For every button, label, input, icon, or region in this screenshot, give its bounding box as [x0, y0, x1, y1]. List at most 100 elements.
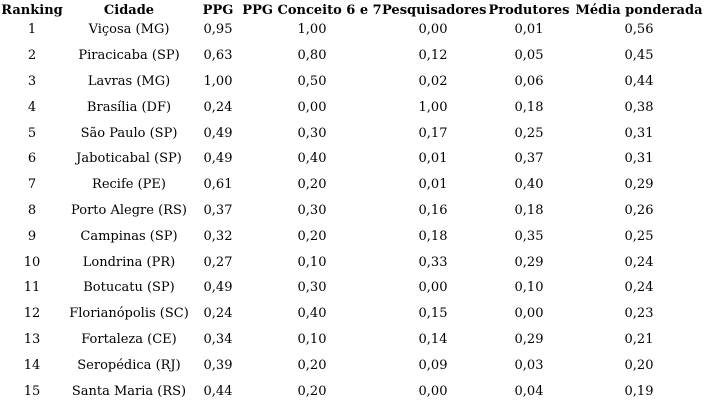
cell-cidade: Jaboticabal (SP): [76, 151, 182, 167]
cell-cidade: Porto Alegre (RS): [71, 202, 187, 218]
cell-ranking: 1: [27, 22, 37, 38]
cell-media-ponderada: 0,24: [624, 280, 654, 296]
cell-pesquisadores: 1,00: [418, 99, 448, 115]
table-row: 14 Seropédica (RJ) 0,39 0,20 0,09 0,03 0,20: [0, 352, 704, 378]
cell-ranking: 9: [27, 228, 37, 244]
cell-produtores: 0,40: [514, 177, 544, 193]
cell-pesquisadores: 0,17: [418, 125, 448, 141]
cell-cidade: Seropédica (RJ): [77, 357, 181, 373]
table-row: 6 Jaboticabal (SP) 0,49 0,40 0,01 0,37 0,31: [0, 146, 704, 172]
column-header-media-ponderada: Média ponderada: [575, 3, 703, 18]
cell-ppg-conceito-6-e-7: 0,10: [297, 331, 327, 347]
cell-ranking: 5: [27, 125, 37, 141]
cell-produtores: 0,35: [514, 228, 544, 244]
cell-media-ponderada: 0,31: [624, 125, 654, 141]
table-row: 1 Viçosa (MG) 0,95 1,00 0,00 0,01 0,56: [0, 17, 704, 43]
cell-produtores: 0,18: [514, 99, 544, 115]
cell-pesquisadores: 0,12: [418, 48, 448, 64]
cell-ranking: 14: [23, 357, 41, 373]
cell-media-ponderada: 0,24: [624, 254, 654, 270]
cell-media-ponderada: 0,29: [624, 177, 654, 193]
cell-pesquisadores: 0,14: [418, 331, 448, 347]
table-row: 5 São Paulo (SP) 0,49 0,30 0,17 0,25 0,31: [0, 120, 704, 146]
cell-media-ponderada: 0,20: [624, 357, 654, 373]
cell-cidade: Londrina (PR): [82, 254, 176, 270]
cell-produtores: 0,10: [514, 280, 544, 296]
cell-ppg: 0,27: [203, 254, 233, 270]
cell-ppg-conceito-6-e-7: 0,20: [297, 228, 327, 244]
cell-ppg-conceito-6-e-7: 0,50: [297, 73, 327, 89]
cell-pesquisadores: 0,01: [418, 177, 448, 193]
cell-produtores: 0,05: [514, 48, 544, 64]
cell-pesquisadores: 0,09: [418, 357, 448, 373]
cell-ppg-conceito-6-e-7: 0,30: [297, 280, 327, 296]
cell-ranking: 10: [23, 254, 41, 270]
cell-ppg: 0,34: [203, 331, 233, 347]
cell-ppg: 0,39: [203, 357, 233, 373]
cell-pesquisadores: 0,00: [418, 22, 448, 38]
table-row: 10 Londrina (PR) 0,27 0,10 0,33 0,29 0,24: [0, 249, 704, 275]
cell-ranking: 15: [23, 383, 41, 399]
cell-cidade: Lavras (MG): [87, 73, 171, 89]
cell-pesquisadores: 0,33: [418, 254, 448, 270]
column-header-ppg: PPG: [202, 3, 234, 18]
column-header-ppg-conceito-6-e-7: PPG Conceito 6 e 7: [242, 3, 382, 18]
cell-cidade: Santa Maria (RS): [71, 383, 187, 399]
column-header-pesquisadores: Pesquisadores: [382, 3, 487, 18]
cell-ranking: 12: [23, 306, 41, 322]
cell-ranking: 3: [27, 73, 37, 89]
column-header-cidade: Cidade: [103, 3, 155, 18]
cell-media-ponderada: 0,56: [624, 22, 654, 38]
table-row: 11 Botucatu (SP) 0,49 0,30 0,00 0,10 0,24: [0, 275, 704, 301]
cell-ppg: 0,44: [203, 383, 233, 399]
table-row: 4 Brasília (DF) 0,24 0,00 1,00 0,18 0,38: [0, 94, 704, 120]
cell-produtores: 0,04: [514, 383, 544, 399]
cell-media-ponderada: 0,26: [624, 202, 654, 218]
cell-produtores: 0,06: [514, 73, 544, 89]
cell-pesquisadores: 0,02: [418, 73, 448, 89]
cell-ppg: 0,37: [203, 202, 233, 218]
cell-media-ponderada: 0,25: [624, 228, 654, 244]
cell-produtores: 0,25: [514, 125, 544, 141]
cell-ppg-conceito-6-e-7: 0,20: [297, 177, 327, 193]
cell-ranking: 7: [27, 177, 37, 193]
cell-cidade: Brasília (DF): [86, 99, 172, 115]
cell-ppg-conceito-6-e-7: 0,40: [297, 151, 327, 167]
cell-cidade: Viçosa (MG): [88, 22, 170, 38]
cell-ppg: 0,63: [203, 48, 233, 64]
cell-ppg-conceito-6-e-7: 0,30: [297, 125, 327, 141]
cell-pesquisadores: 0,01: [418, 151, 448, 167]
cell-cidade: Piracicaba (SP): [78, 48, 180, 64]
cell-ppg-conceito-6-e-7: 0,80: [297, 48, 327, 64]
cell-ppg: 0,49: [203, 151, 233, 167]
table-header: Ranking Cidade PPG PPG Conceito 6 e 7 Pe…: [0, 4, 704, 17]
table-row: 9 Campinas (SP) 0,32 0,20 0,18 0,35 0,25: [0, 223, 704, 249]
cell-ranking: 2: [27, 48, 37, 64]
city-ranking-table: Ranking Cidade PPG PPG Conceito 6 e 7 Pe…: [0, 4, 704, 404]
cell-pesquisadores: 0,18: [418, 228, 448, 244]
cell-ranking: 13: [23, 331, 41, 347]
table-row: 12 Florianópolis (SC) 0,24 0,40 0,15 0,00 0,23: [0, 301, 704, 327]
cell-media-ponderada: 0,19: [624, 383, 654, 399]
table-body: 1 Viçosa (MG) 0,95 1,00 0,00 0,01 0,56 2 Piracic…: [0, 17, 704, 404]
cell-media-ponderada: 0,45: [624, 48, 654, 64]
cell-ppg-conceito-6-e-7: 0,40: [297, 306, 327, 322]
cell-ranking: 6: [27, 151, 37, 167]
cell-ppg: 0,49: [203, 125, 233, 141]
cell-produtores: 0,01: [514, 22, 544, 38]
cell-ppg: 1,00: [203, 73, 233, 89]
cell-cidade: Campinas (SP): [80, 228, 178, 244]
cell-ppg: 0,24: [203, 99, 233, 115]
table-row: 3 Lavras (MG) 1,00 0,50 0,02 0,06 0,44: [0, 69, 704, 95]
cell-pesquisadores: 0,16: [418, 202, 448, 218]
table-row: 2 Piracicaba (SP) 0,63 0,80 0,12 0,05 0,45: [0, 43, 704, 69]
cell-ppg: 0,24: [203, 306, 233, 322]
cell-cidade: Botucatu (SP): [83, 280, 175, 296]
cell-cidade: Florianópolis (SC): [69, 306, 189, 322]
cell-ppg-conceito-6-e-7: 0,20: [297, 357, 327, 373]
cell-ranking: 8: [27, 202, 37, 218]
cell-cidade: Fortaleza (CE): [81, 331, 177, 347]
cell-ppg: 0,49: [203, 280, 233, 296]
cell-ppg: 0,32: [203, 228, 233, 244]
cell-media-ponderada: 0,44: [624, 73, 654, 89]
